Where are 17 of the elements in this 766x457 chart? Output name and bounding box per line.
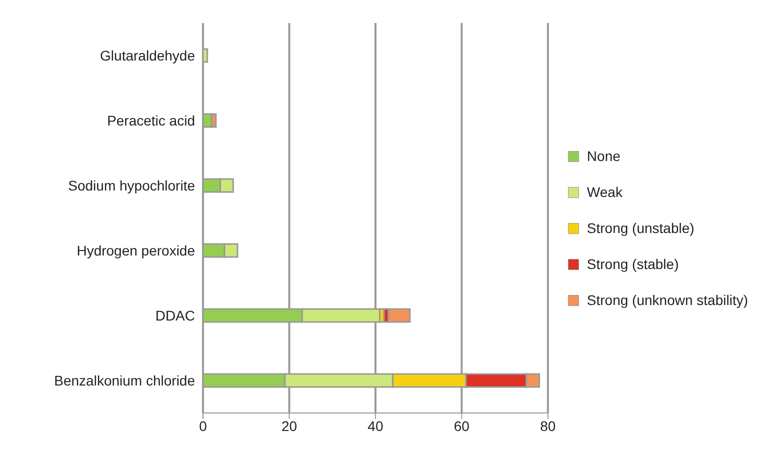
legend-label: Strong (stable) [586, 256, 679, 272]
legend-label: Strong (unstable) [586, 220, 694, 236]
legend-label: Weak [586, 184, 622, 200]
y-tick-label: Peracetic acid [107, 112, 195, 128]
x-tick-label: 60 [454, 418, 470, 434]
y-tick-label: Hydrogen peroxide [76, 242, 196, 258]
x-tick-label: 40 [368, 418, 384, 434]
x-tick-label: 80 [540, 418, 556, 434]
y-tick-label: DDAC [155, 307, 195, 324]
bar [388, 308, 411, 323]
y-tick-label: Benzalkonium chloride [54, 372, 196, 388]
legend-label: None [586, 148, 620, 164]
y-tick-label: Glutaraldehyde [100, 47, 196, 64]
y-tick-label: Sodium hypochlorite [68, 177, 196, 194]
x-tick-label: 0 [199, 418, 208, 434]
x-tick-label: 20 [281, 418, 298, 434]
legend-label: Strong (unknown stability) [586, 292, 748, 308]
